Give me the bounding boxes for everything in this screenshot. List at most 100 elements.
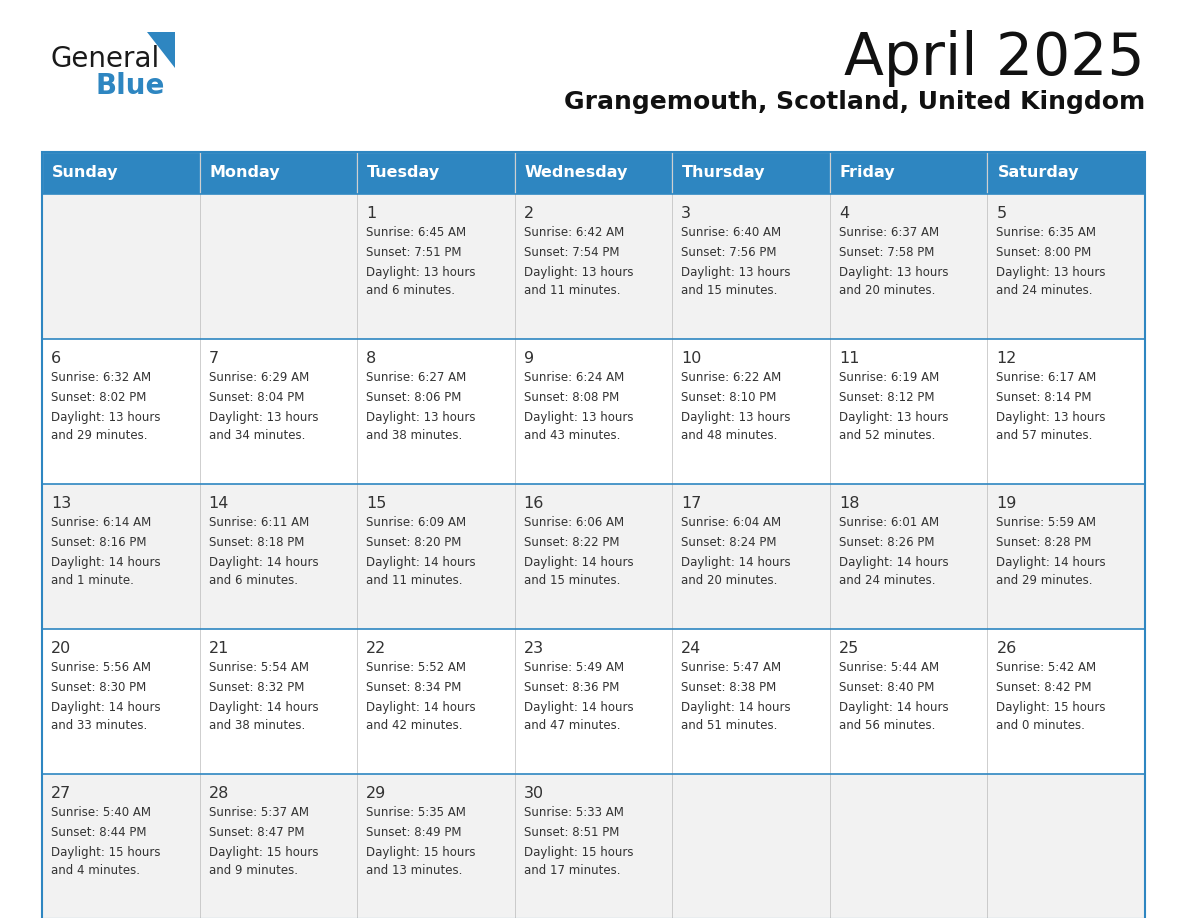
Text: Sunrise: 5:40 AM: Sunrise: 5:40 AM <box>51 806 151 819</box>
Text: 19: 19 <box>997 496 1017 511</box>
Text: 20: 20 <box>51 641 71 656</box>
Bar <box>42 152 200 194</box>
Text: Daylight: 14 hours
and 38 minutes.: Daylight: 14 hours and 38 minutes. <box>209 701 318 732</box>
Text: Sunset: 8:38 PM: Sunset: 8:38 PM <box>681 681 777 694</box>
Text: 2: 2 <box>524 206 533 221</box>
Text: 1: 1 <box>366 206 377 221</box>
Text: 13: 13 <box>51 496 71 511</box>
Text: Sunset: 8:18 PM: Sunset: 8:18 PM <box>209 536 304 549</box>
Text: 8: 8 <box>366 351 377 366</box>
Text: 4: 4 <box>839 206 849 221</box>
Text: Sunrise: 5:42 AM: Sunrise: 5:42 AM <box>997 661 1097 674</box>
Text: Sunday: Sunday <box>52 165 119 181</box>
Text: Sunrise: 5:49 AM: Sunrise: 5:49 AM <box>524 661 624 674</box>
Bar <box>514 152 672 194</box>
Text: Sunset: 8:20 PM: Sunset: 8:20 PM <box>366 536 461 549</box>
Text: 23: 23 <box>524 641 544 656</box>
Text: Daylight: 15 hours
and 0 minutes.: Daylight: 15 hours and 0 minutes. <box>997 701 1106 732</box>
Text: Sunrise: 6:19 AM: Sunrise: 6:19 AM <box>839 371 939 384</box>
Text: Sunset: 8:24 PM: Sunset: 8:24 PM <box>681 536 777 549</box>
Text: Daylight: 14 hours
and 56 minutes.: Daylight: 14 hours and 56 minutes. <box>839 701 948 732</box>
Text: Sunset: 8:42 PM: Sunset: 8:42 PM <box>997 681 1092 694</box>
Bar <box>672 774 830 918</box>
Text: Sunrise: 6:09 AM: Sunrise: 6:09 AM <box>366 516 466 529</box>
Text: Daylight: 13 hours
and 11 minutes.: Daylight: 13 hours and 11 minutes. <box>524 266 633 297</box>
Bar <box>830 339 987 484</box>
Bar <box>830 152 987 194</box>
Text: Daylight: 14 hours
and 29 minutes.: Daylight: 14 hours and 29 minutes. <box>997 556 1106 587</box>
Text: 15: 15 <box>366 496 386 511</box>
Text: Daylight: 14 hours
and 11 minutes.: Daylight: 14 hours and 11 minutes. <box>366 556 475 587</box>
Text: Sunrise: 6:37 AM: Sunrise: 6:37 AM <box>839 226 939 239</box>
Text: Daylight: 13 hours
and 52 minutes.: Daylight: 13 hours and 52 minutes. <box>839 411 948 442</box>
Bar <box>358 629 514 774</box>
Text: Daylight: 15 hours
and 4 minutes.: Daylight: 15 hours and 4 minutes. <box>51 846 160 877</box>
Text: Sunset: 8:06 PM: Sunset: 8:06 PM <box>366 391 461 404</box>
Text: Daylight: 13 hours
and 24 minutes.: Daylight: 13 hours and 24 minutes. <box>997 266 1106 297</box>
Bar <box>514 484 672 629</box>
Bar <box>987 484 1145 629</box>
Text: Sunrise: 6:14 AM: Sunrise: 6:14 AM <box>51 516 151 529</box>
Text: 29: 29 <box>366 786 386 801</box>
Text: Sunrise: 6:29 AM: Sunrise: 6:29 AM <box>209 371 309 384</box>
Text: Sunset: 8:16 PM: Sunset: 8:16 PM <box>51 536 146 549</box>
Bar <box>672 484 830 629</box>
Text: Sunrise: 5:52 AM: Sunrise: 5:52 AM <box>366 661 466 674</box>
Bar <box>514 339 672 484</box>
Text: Monday: Monday <box>209 165 280 181</box>
Text: Sunset: 8:34 PM: Sunset: 8:34 PM <box>366 681 461 694</box>
Bar <box>830 774 987 918</box>
Bar <box>987 339 1145 484</box>
Text: Sunrise: 5:47 AM: Sunrise: 5:47 AM <box>681 661 782 674</box>
Text: Sunrise: 6:06 AM: Sunrise: 6:06 AM <box>524 516 624 529</box>
Polygon shape <box>147 32 175 68</box>
Text: 21: 21 <box>209 641 229 656</box>
Text: 25: 25 <box>839 641 859 656</box>
Bar <box>672 194 830 339</box>
Text: Sunrise: 6:45 AM: Sunrise: 6:45 AM <box>366 226 466 239</box>
Text: Daylight: 15 hours
and 9 minutes.: Daylight: 15 hours and 9 minutes. <box>209 846 318 877</box>
Text: 3: 3 <box>681 206 691 221</box>
Text: Daylight: 14 hours
and 33 minutes.: Daylight: 14 hours and 33 minutes. <box>51 701 160 732</box>
Bar <box>358 774 514 918</box>
Text: Saturday: Saturday <box>998 165 1079 181</box>
Bar <box>200 194 358 339</box>
Bar <box>830 194 987 339</box>
Bar <box>358 152 514 194</box>
Bar <box>42 152 1145 918</box>
Text: Sunset: 8:49 PM: Sunset: 8:49 PM <box>366 826 462 839</box>
Text: Sunset: 8:47 PM: Sunset: 8:47 PM <box>209 826 304 839</box>
Text: Sunset: 8:12 PM: Sunset: 8:12 PM <box>839 391 934 404</box>
Bar <box>830 629 987 774</box>
Bar <box>987 774 1145 918</box>
Text: Sunrise: 6:01 AM: Sunrise: 6:01 AM <box>839 516 939 529</box>
Text: Sunrise: 5:33 AM: Sunrise: 5:33 AM <box>524 806 624 819</box>
Text: Sunset: 7:56 PM: Sunset: 7:56 PM <box>681 246 777 259</box>
Bar <box>42 484 200 629</box>
Bar <box>200 339 358 484</box>
Text: Friday: Friday <box>840 165 896 181</box>
Text: 27: 27 <box>51 786 71 801</box>
Text: 26: 26 <box>997 641 1017 656</box>
Text: Sunset: 8:04 PM: Sunset: 8:04 PM <box>209 391 304 404</box>
Text: Sunrise: 5:54 AM: Sunrise: 5:54 AM <box>209 661 309 674</box>
Bar <box>200 484 358 629</box>
Bar <box>514 629 672 774</box>
Text: Sunrise: 5:59 AM: Sunrise: 5:59 AM <box>997 516 1097 529</box>
Bar <box>514 774 672 918</box>
Text: 5: 5 <box>997 206 1006 221</box>
Text: Daylight: 13 hours
and 57 minutes.: Daylight: 13 hours and 57 minutes. <box>997 411 1106 442</box>
Text: Wednesday: Wednesday <box>525 165 628 181</box>
Text: Daylight: 14 hours
and 24 minutes.: Daylight: 14 hours and 24 minutes. <box>839 556 948 587</box>
Text: Sunset: 8:08 PM: Sunset: 8:08 PM <box>524 391 619 404</box>
Text: 7: 7 <box>209 351 219 366</box>
Text: Sunrise: 5:44 AM: Sunrise: 5:44 AM <box>839 661 939 674</box>
Text: Thursday: Thursday <box>682 165 766 181</box>
Text: Sunset: 8:51 PM: Sunset: 8:51 PM <box>524 826 619 839</box>
Bar <box>42 194 200 339</box>
Text: Sunset: 8:00 PM: Sunset: 8:00 PM <box>997 246 1092 259</box>
Bar <box>42 774 200 918</box>
Text: Daylight: 13 hours
and 29 minutes.: Daylight: 13 hours and 29 minutes. <box>51 411 160 442</box>
Text: 14: 14 <box>209 496 229 511</box>
Text: 10: 10 <box>681 351 702 366</box>
